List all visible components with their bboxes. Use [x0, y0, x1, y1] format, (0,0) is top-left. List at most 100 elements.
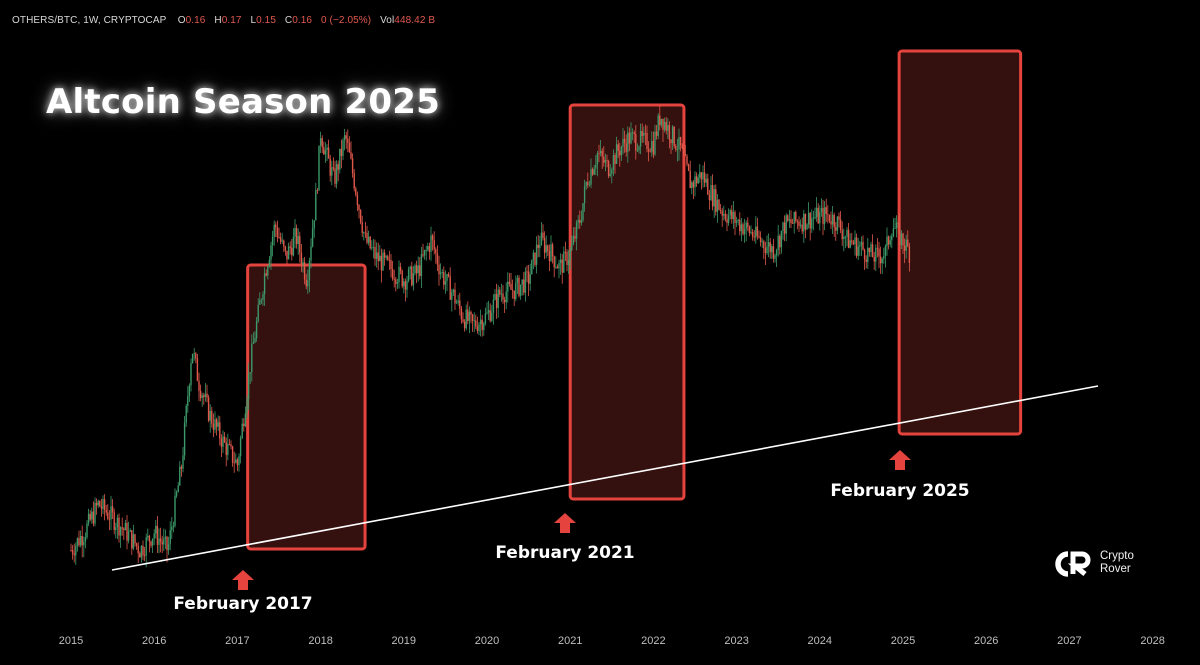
candle — [465, 304, 467, 331]
candle — [665, 117, 667, 135]
candle — [247, 363, 250, 410]
candle — [817, 203, 819, 225]
candle — [563, 246, 565, 273]
candle — [451, 288, 453, 312]
candle — [868, 247, 871, 257]
candle — [684, 145, 687, 157]
candle — [729, 208, 731, 220]
candle — [305, 273, 307, 290]
candle — [92, 501, 95, 527]
candle — [76, 537, 79, 552]
candle — [83, 536, 85, 558]
candle — [393, 269, 395, 288]
candle — [635, 125, 637, 160]
candle — [196, 353, 199, 382]
candle — [113, 508, 115, 535]
x-tick-label: 2020 — [475, 635, 499, 647]
candle — [198, 372, 200, 402]
candle — [676, 138, 679, 162]
candle — [259, 292, 261, 305]
candle — [556, 264, 559, 269]
candle — [371, 240, 373, 251]
candle — [836, 216, 839, 235]
candle — [662, 118, 664, 143]
candle — [823, 201, 826, 231]
candle — [523, 271, 525, 296]
candle — [302, 258, 304, 273]
candle — [257, 298, 259, 323]
annotation-label: February 2021 — [495, 543, 634, 563]
candle — [241, 418, 243, 440]
candle — [651, 131, 653, 157]
candle — [718, 198, 720, 211]
candle — [462, 312, 464, 324]
candle — [414, 263, 416, 276]
candle — [107, 504, 109, 521]
candle — [454, 282, 456, 310]
candle — [644, 124, 647, 146]
candle — [209, 404, 211, 433]
candle — [787, 214, 789, 223]
candle — [734, 210, 736, 236]
candle — [422, 243, 424, 258]
candle — [222, 430, 224, 454]
candle — [886, 227, 888, 256]
candle — [822, 199, 824, 236]
candle — [81, 525, 83, 558]
candle — [369, 236, 371, 250]
candle — [833, 212, 835, 237]
candle — [401, 269, 403, 289]
candle — [116, 514, 119, 540]
logo-line-1: Crypto — [1100, 550, 1134, 562]
candle — [343, 128, 346, 151]
candle — [159, 527, 162, 553]
candle — [862, 235, 864, 251]
candle — [271, 230, 274, 257]
candle — [623, 130, 626, 153]
candle — [591, 167, 594, 176]
x-tick-label: 2025 — [891, 635, 915, 647]
candle — [843, 228, 845, 252]
candle — [731, 205, 733, 224]
candle — [283, 239, 285, 253]
candle — [535, 236, 538, 274]
candle — [707, 173, 709, 195]
candle — [351, 153, 354, 178]
candle — [177, 481, 179, 493]
candle — [751, 228, 754, 241]
cr-logo-icon — [1055, 551, 1091, 577]
candle — [428, 242, 431, 260]
candle — [395, 276, 397, 292]
candle — [126, 515, 128, 550]
candle — [332, 157, 335, 172]
candle — [319, 131, 322, 154]
candle — [425, 245, 427, 261]
candle — [892, 218, 895, 238]
candle — [657, 113, 659, 140]
candle — [620, 145, 623, 161]
candle — [225, 437, 227, 467]
candle — [174, 488, 176, 528]
candle — [502, 285, 504, 304]
candle — [854, 230, 856, 256]
close-value: 0.16 — [292, 15, 313, 26]
candle — [399, 262, 402, 275]
candle — [275, 221, 277, 238]
candle — [873, 251, 875, 270]
annotation-label: February 2025 — [830, 481, 969, 501]
candle — [550, 235, 552, 262]
candle — [70, 543, 72, 552]
candle — [79, 530, 82, 548]
candle — [119, 526, 122, 548]
candle — [494, 289, 496, 301]
candle — [492, 294, 495, 325]
candle — [203, 392, 205, 405]
candle — [518, 275, 520, 298]
candle — [243, 418, 245, 432]
candle — [587, 172, 589, 189]
candle — [441, 269, 443, 278]
candle — [427, 242, 429, 252]
candle — [830, 211, 832, 229]
candle — [796, 219, 799, 230]
